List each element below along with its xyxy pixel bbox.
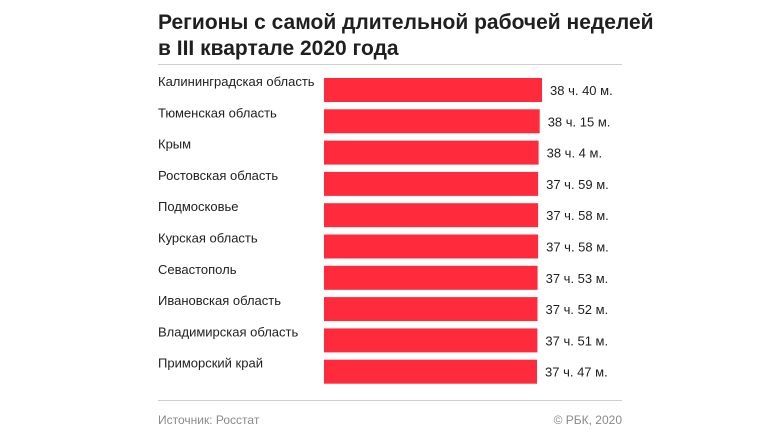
bottom-divider xyxy=(158,400,622,401)
value-label: 37 ч. 53 м. xyxy=(546,271,609,286)
category-label: Калининградская область xyxy=(158,74,315,89)
bar xyxy=(324,234,539,259)
category-label: Тюменская область xyxy=(158,105,277,120)
value-label: 37 ч. 52 м. xyxy=(546,302,609,317)
value-label: 38 ч. 4 м. xyxy=(547,146,602,161)
value-label: 37 ч. 58 м. xyxy=(546,240,609,255)
category-label: Приморский край xyxy=(158,356,263,371)
category-label: Ивановская область xyxy=(158,293,281,308)
bar xyxy=(324,328,538,353)
category-label: Владимирская область xyxy=(158,324,298,339)
category-label: Курская область xyxy=(158,231,258,246)
bar xyxy=(324,140,539,165)
value-label: 37 ч. 59 м. xyxy=(546,177,609,192)
value-label: 38 ч. 40 м. xyxy=(550,83,613,98)
chart-title-line-2: в III квартале 2020 года xyxy=(158,37,399,60)
bar xyxy=(324,203,539,228)
category-label: Подмосковье xyxy=(158,199,239,214)
category-label: Ростовская область xyxy=(158,168,278,183)
bar xyxy=(324,171,539,196)
value-label: 37 ч. 51 м. xyxy=(545,333,608,348)
copyright-note: © РБК, 2020 xyxy=(553,413,622,427)
source-note: Источник: Росстат xyxy=(158,413,260,427)
bar xyxy=(324,78,542,102)
chart-title-line-1: Регионы с самой длительной рабочей недел… xyxy=(158,11,654,34)
chart-title: Регионы с самой длительной рабочей недел… xyxy=(158,10,678,62)
bar xyxy=(324,359,537,384)
value-label: 38 ч. 15 м. xyxy=(548,114,611,129)
category-label: Севастополь xyxy=(158,262,237,277)
bar xyxy=(324,265,538,290)
bar xyxy=(324,297,538,322)
value-label: 37 ч. 47 м. xyxy=(545,365,608,380)
category-label: Крым xyxy=(158,137,191,152)
value-label: 37 ч. 58 м. xyxy=(546,208,609,223)
top-divider xyxy=(158,64,622,65)
bar xyxy=(324,109,540,134)
